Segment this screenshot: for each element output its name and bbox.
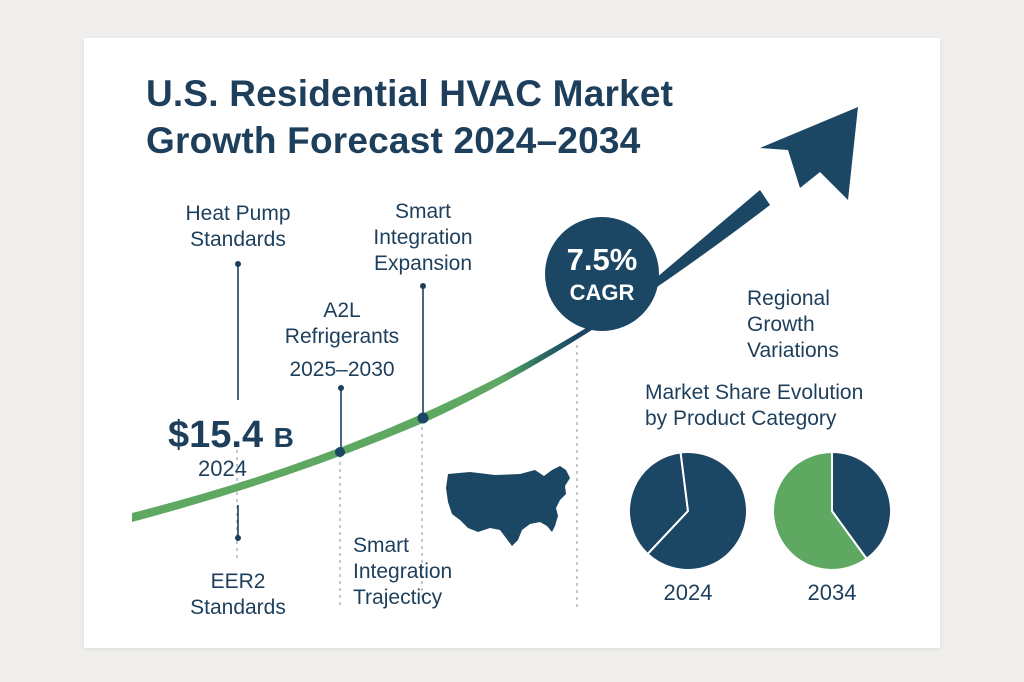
- pie-2024-slice: [628, 451, 690, 556]
- chart-title-line2: Growth Forecast 2024–2034: [146, 120, 641, 161]
- annotation-smart-trajectory-line3: Trajecticy: [353, 586, 443, 609]
- growth-arrow-head: [760, 107, 858, 200]
- pie-2034-slice: [772, 450, 869, 571]
- annotation-heat-pump: Heat Pump Standards: [168, 201, 308, 253]
- annotation-smart-trajectory-line2: Integration: [353, 560, 453, 583]
- pie-section-title: Market Share Evolution by Product Catego…: [645, 380, 905, 432]
- annotation-smart-expansion-line2: Integration: [373, 226, 473, 249]
- pie-2024-label: 2024: [663, 580, 713, 605]
- stem-a2l-top-dot: [338, 385, 344, 391]
- annotation-smart-expansion: Smart Integration Expansion: [353, 199, 493, 277]
- market-value-year: 2024: [198, 456, 247, 481]
- chart-title: U.S. Residential HVAC Market Growth Fore…: [146, 70, 766, 164]
- pie-2034: [772, 450, 892, 571]
- stem-smart-expansion-dot: [417, 412, 429, 424]
- cagr-label: CAGR: [569, 280, 635, 305]
- annotation-regional-line1: Regional: [747, 287, 830, 310]
- annotation-heat-pump-line1: Heat Pump: [185, 202, 291, 225]
- chart-title-line1: U.S. Residential HVAC Market: [146, 73, 674, 114]
- stem-eer2-dot: [235, 535, 241, 541]
- market-value-unit: B: [273, 422, 294, 453]
- market-value-amount: $15.4: [168, 414, 264, 456]
- market-value: $15.4 B: [168, 413, 294, 460]
- cagr-value: 7.5%: [566, 242, 638, 277]
- annotation-smart-trajectory: Smart Integration Trajecticy: [353, 533, 493, 611]
- annotation-a2l-line2: Refrigerants: [284, 325, 400, 348]
- stem-a2l-dot: [335, 447, 345, 457]
- annotation-heat-pump-line2: Standards: [190, 228, 286, 251]
- annotation-regional-line2: Growth: [747, 313, 815, 336]
- pie-section-title-line2: by Product Category: [645, 407, 837, 430]
- pie-2024-slice: [646, 451, 748, 571]
- stem-smart-expansion-top-dot: [420, 283, 426, 289]
- annotation-regional: Regional Growth Variations: [747, 286, 887, 364]
- stem-heat-pump-dot: [235, 261, 241, 267]
- pie-2024: [628, 451, 748, 571]
- us-map-icon: [446, 466, 570, 546]
- annotation-eer2: EER2 Standards: [183, 569, 293, 621]
- annotation-regional-line3: Variations: [747, 339, 839, 362]
- pie-section-title-line1: Market Share Evolution: [645, 381, 864, 404]
- annotation-smart-expansion-line3: Expansion: [373, 252, 473, 275]
- annotation-a2l: A2L Refrigerants: [272, 298, 412, 350]
- annotation-eer2-line2: Standards: [190, 596, 286, 619]
- pie-2034-slice: [831, 450, 892, 561]
- annotation-eer2-line1: EER2: [210, 570, 266, 593]
- annotation-smart-trajectory-line1: Smart: [353, 534, 410, 557]
- annotation-a2l-line1: A2L: [323, 299, 361, 322]
- annotation-smart-expansion-line1: Smart: [394, 200, 451, 223]
- annotation-a2l-period: 2025–2030: [289, 358, 395, 381]
- pie-2034-label: 2034: [807, 580, 857, 605]
- cagr-badge: 7.5% CAGR: [545, 217, 659, 331]
